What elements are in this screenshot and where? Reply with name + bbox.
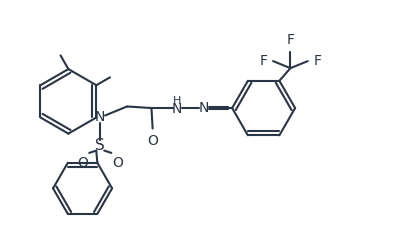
Text: F: F <box>313 54 321 68</box>
Text: H: H <box>173 96 181 106</box>
Text: O: O <box>112 156 123 170</box>
Text: F: F <box>260 54 267 68</box>
Text: N: N <box>172 102 182 116</box>
Text: S: S <box>96 138 105 153</box>
Text: O: O <box>147 134 158 148</box>
Text: N: N <box>95 110 105 124</box>
Text: O: O <box>77 156 88 170</box>
Text: F: F <box>286 33 294 47</box>
Text: N: N <box>199 101 209 115</box>
